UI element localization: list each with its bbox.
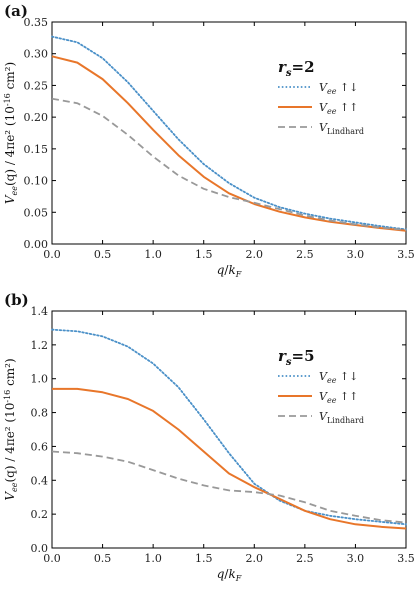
x-tick-label: 3.5 bbox=[397, 248, 415, 261]
y-axis-label-main: (q) / 4πe² (10 bbox=[3, 403, 17, 483]
y-axis-label-v: V bbox=[3, 194, 17, 204]
legend-label-main: V bbox=[319, 370, 328, 383]
x-tick-label: 2.5 bbox=[296, 248, 314, 261]
x-axis-label-k: k bbox=[228, 567, 235, 581]
series-line-0 bbox=[51, 35, 407, 231]
y-tick-label: 1.2 bbox=[31, 339, 49, 352]
legend-label-1: Vee ↑↑ bbox=[319, 390, 358, 405]
x-axis-label-slash: / bbox=[224, 263, 229, 277]
y-tick-label: 0.30 bbox=[24, 48, 49, 61]
rs-annotation: rs=2 bbox=[278, 58, 315, 79]
legend-label-sub: ee bbox=[327, 87, 337, 96]
y-tick-label: 0.2 bbox=[31, 508, 49, 521]
rs-annotation-r: r bbox=[278, 347, 287, 365]
y-axis-label-unit: cm²) bbox=[3, 62, 17, 93]
series-line-0 bbox=[51, 328, 407, 526]
y-axis-label-v: V bbox=[3, 491, 17, 501]
y-axis-label: Vee(q) / 4πe² (10-16 cm²) bbox=[3, 62, 19, 204]
y-axis-label-sub: ee bbox=[10, 482, 19, 492]
y-tick-label: 0.15 bbox=[24, 143, 49, 156]
legend-label-main: V bbox=[319, 410, 328, 423]
series-line-1 bbox=[52, 387, 407, 530]
panel-label: (a) bbox=[4, 2, 28, 20]
y-tick-label: 0.10 bbox=[24, 175, 49, 188]
legend-label-sub: Lindhard bbox=[327, 416, 364, 425]
y-tick-label: 0.0 bbox=[31, 542, 49, 555]
legend-label-main: V bbox=[319, 390, 328, 403]
legend-label-sub: ee bbox=[327, 376, 337, 385]
x-axis-label: q/kF bbox=[217, 567, 242, 583]
chart-panel-b: (b) 0.0 0.5 1.0 1.5 2.0 2.5 3.0 3.5 0.0 0.2 0.4 0.6 0… bbox=[3, 291, 415, 583]
series-line-2 bbox=[51, 450, 407, 524]
legend-label-main: V bbox=[319, 121, 328, 134]
rs-annotation-sub: s bbox=[286, 68, 292, 79]
y-tick-label: 0.20 bbox=[24, 111, 49, 124]
plot-frame bbox=[51, 21, 407, 245]
legend-label-sub: ee bbox=[327, 107, 337, 116]
rs-annotation-value: =2 bbox=[292, 58, 315, 76]
x-tick-label: 2.0 bbox=[246, 552, 264, 565]
x-tick-label: 0.5 bbox=[94, 552, 112, 565]
x-tick-label: 1.5 bbox=[195, 248, 213, 261]
rs-annotation-sub: s bbox=[286, 357, 292, 368]
y-tick-label: 0.35 bbox=[24, 16, 49, 29]
chart-panel-a: (a) 0.0 0.5 1.0 1.5 2.0 2.5 3.0 3.5 0.00 0.05 0.10 0… bbox=[3, 2, 415, 279]
panel-label: (b) bbox=[4, 291, 29, 309]
x-tick-label: 1.0 bbox=[144, 248, 162, 261]
x-tick-label: 2.5 bbox=[296, 552, 314, 565]
legend-label-arrows: ↑↑ bbox=[336, 390, 358, 403]
series-line-1 bbox=[51, 55, 407, 232]
legend-label-arrows: ↑↓ bbox=[336, 81, 358, 94]
y-axis-label-exp: -16 bbox=[3, 93, 12, 106]
x-axis-label: q/kF bbox=[217, 263, 242, 279]
y-tick-label: 0.00 bbox=[24, 238, 49, 251]
legend-label-0: Vee ↑↓ bbox=[319, 370, 358, 385]
y-axis-label-main: (q) / 4πe² (10 bbox=[3, 106, 17, 186]
y-axis-label-exp: -16 bbox=[3, 390, 12, 403]
legend-label-0: Vee ↑↓ bbox=[319, 81, 358, 96]
legend-label-2: VLindhard bbox=[319, 121, 364, 136]
y-axis-label-unit: cm²) bbox=[3, 358, 17, 389]
x-axis-label-k: k bbox=[228, 263, 235, 277]
x-axis-label-sub: F bbox=[235, 574, 242, 583]
plot-frame bbox=[51, 310, 407, 549]
legend-label-main: V bbox=[319, 101, 328, 114]
legend-label-sub: ee bbox=[327, 396, 337, 405]
x-tick-label: 1.0 bbox=[144, 552, 162, 565]
x-axis-label-sub: F bbox=[235, 270, 242, 279]
x-tick-label: 3.5 bbox=[397, 552, 415, 565]
x-tick-label: 2.0 bbox=[246, 248, 264, 261]
y-tick-label: 0.05 bbox=[24, 206, 49, 219]
rs-annotation-value: =5 bbox=[292, 347, 315, 365]
y-tick-label: 0.4 bbox=[31, 474, 49, 487]
y-axis-label-sub: ee bbox=[10, 186, 19, 196]
y-tick-label: 0.6 bbox=[31, 440, 49, 453]
legend-label-sub: Lindhard bbox=[327, 127, 364, 136]
x-tick-label: 0.0 bbox=[43, 248, 61, 261]
x-tick-label: 0.5 bbox=[94, 248, 112, 261]
legend-label-2: VLindhard bbox=[319, 410, 364, 425]
y-tick-label: 0.8 bbox=[31, 407, 49, 420]
x-tick-label: 3.0 bbox=[347, 248, 365, 261]
x-tick-label: 0.0 bbox=[43, 552, 61, 565]
legend-label-arrows: ↑↓ bbox=[336, 370, 358, 383]
x-axis-label-slash: / bbox=[224, 567, 229, 581]
x-axis-label-q: q bbox=[217, 567, 225, 581]
x-axis-label-q: q bbox=[217, 263, 225, 277]
rs-annotation-r: r bbox=[278, 58, 287, 76]
rs-annotation: rs=5 bbox=[278, 347, 315, 368]
y-tick-label: 1.4 bbox=[31, 305, 49, 318]
x-tick-label: 1.5 bbox=[195, 552, 213, 565]
legend-label-1: Vee ↑↑ bbox=[319, 101, 358, 116]
series-line-2 bbox=[51, 97, 407, 231]
y-tick-label: 1.0 bbox=[31, 373, 49, 386]
x-tick-label: 3.0 bbox=[347, 552, 365, 565]
legend-label-main: V bbox=[319, 81, 328, 94]
y-axis-label: Vee(q) / 4πe² (10-16 cm²) bbox=[3, 358, 19, 500]
legend-label-arrows: ↑↑ bbox=[336, 101, 358, 114]
y-tick-label: 0.25 bbox=[24, 79, 49, 92]
